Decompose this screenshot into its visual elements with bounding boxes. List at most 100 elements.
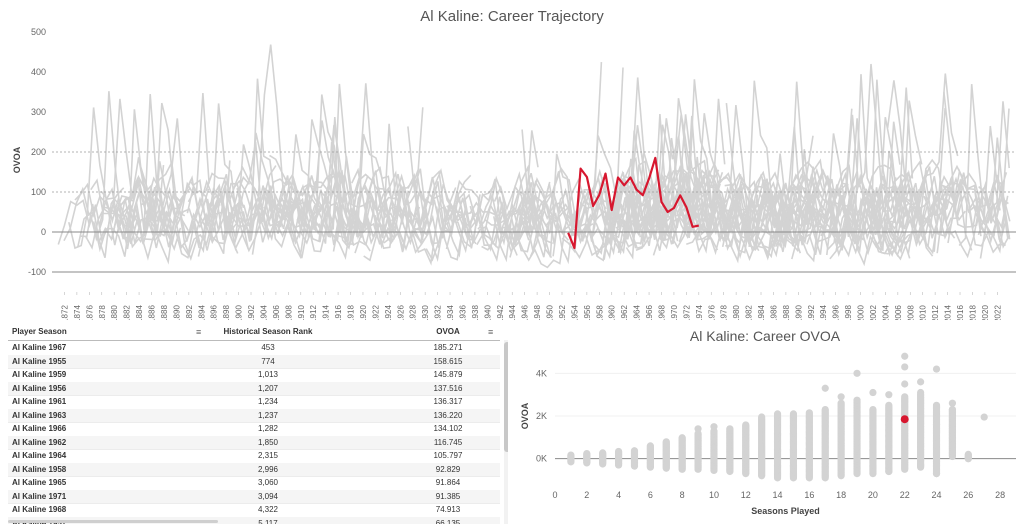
table-row[interactable]: Al Kaline 1968 4,322 74.913 bbox=[8, 503, 500, 518]
scatter-point bbox=[758, 419, 766, 427]
scatter-point bbox=[821, 466, 829, 474]
scatter-point bbox=[853, 446, 861, 454]
table-row[interactable]: Al Kaline 1959 1,013 145.879 bbox=[8, 368, 500, 383]
scatter-point bbox=[932, 449, 941, 457]
trajectory-chart[interactable]: 500 400 300 200 100 0 -100 OVOA 1872 1874 1876 1878… bbox=[0, 0, 1024, 320]
scatter-point bbox=[948, 435, 957, 444]
table-row[interactable]: Al Kaline 1971 3,094 91.385 bbox=[8, 489, 500, 504]
scatter-point bbox=[789, 472, 798, 480]
scatter-point bbox=[614, 459, 623, 467]
scatter-point bbox=[710, 459, 718, 468]
scatter-x-tick-label: 8 bbox=[680, 490, 685, 500]
scatter-point bbox=[599, 449, 607, 457]
scatter-point bbox=[789, 446, 798, 454]
scatter-point bbox=[853, 420, 861, 428]
scatter-point bbox=[821, 429, 829, 438]
scatter-point bbox=[869, 442, 877, 450]
scatter-point bbox=[837, 446, 845, 454]
sort-icon[interactable]: ≡ bbox=[488, 327, 494, 337]
x-tick-label: 1950 bbox=[546, 305, 555, 320]
scatter-point bbox=[773, 418, 782, 426]
header-ovoa[interactable]: OVOA bbox=[436, 327, 460, 336]
scatter-point bbox=[917, 459, 925, 468]
scatter-point bbox=[630, 459, 639, 467]
career-line bbox=[363, 179, 427, 262]
scatter-point bbox=[726, 454, 734, 462]
scatter-point bbox=[901, 411, 909, 419]
scatter-point bbox=[837, 450, 845, 458]
scatter-point bbox=[837, 410, 845, 418]
scatter-point bbox=[917, 403, 925, 411]
scatter-point bbox=[694, 463, 702, 471]
career-line bbox=[181, 175, 301, 257]
scatter-point bbox=[773, 431, 782, 439]
scatter-point bbox=[821, 412, 829, 421]
header-player-season[interactable]: Player Season bbox=[12, 327, 67, 336]
scatter-point bbox=[932, 409, 941, 417]
scatter-point bbox=[678, 442, 686, 450]
scatter-point bbox=[853, 438, 861, 447]
scatter-point bbox=[789, 427, 798, 435]
scatter-point bbox=[869, 428, 877, 436]
scatter-point bbox=[758, 441, 766, 449]
scatter-point bbox=[980, 413, 988, 421]
scatter-point bbox=[694, 464, 702, 473]
scatter-point bbox=[869, 454, 877, 462]
player-season-table[interactable]: Player Season ≡ Historical Season Rank O… bbox=[8, 324, 508, 524]
scatter-point bbox=[789, 468, 798, 477]
scatter-point bbox=[837, 404, 845, 412]
table-row[interactable]: Al Kaline 1964 2,315 105.797 bbox=[8, 449, 500, 464]
scatter-point bbox=[758, 454, 766, 462]
career-line bbox=[943, 91, 1007, 254]
vertical-scrollbar-thumb[interactable] bbox=[504, 342, 508, 452]
historical-rank-cell: 1,013 bbox=[257, 370, 279, 379]
scatter-point bbox=[932, 443, 941, 452]
scatter-point bbox=[710, 423, 718, 431]
scatter-point bbox=[805, 444, 813, 452]
x-tick-label: 1882 bbox=[123, 305, 132, 320]
player-season-cell: Al Kaline 1966 bbox=[12, 424, 67, 433]
career-line bbox=[195, 188, 210, 235]
scatter-point bbox=[646, 455, 654, 463]
table-row[interactable]: Al Kaline 1958 2,996 92.829 bbox=[8, 462, 500, 477]
x-tick-label: 1928 bbox=[409, 305, 418, 320]
scatter-point bbox=[758, 463, 766, 471]
scatter-point bbox=[710, 451, 718, 459]
scatter-point bbox=[789, 473, 798, 481]
historical-rank-cell: 5,117 bbox=[258, 518, 278, 525]
scatter-point bbox=[853, 466, 861, 474]
table-row[interactable]: Al Kaline 1967 453 185.271 bbox=[8, 341, 500, 356]
table-row[interactable]: Al Kaline 1961 1,234 136.317 bbox=[8, 395, 500, 410]
sort-icon[interactable]: ≡ bbox=[196, 327, 202, 337]
header-historical-rank[interactable]: Historical Season Rank bbox=[223, 327, 313, 336]
scatter-point bbox=[678, 446, 686, 454]
horizontal-scrollbar[interactable] bbox=[8, 520, 218, 523]
x-tick-label: 2012 bbox=[931, 305, 940, 320]
table-row[interactable]: Al Kaline 1962 1,850 116.745 bbox=[8, 435, 500, 450]
scatter-point bbox=[789, 432, 798, 440]
scatter-point bbox=[805, 451, 813, 459]
table-row[interactable]: Al Kaline 1956 1,207 137.516 bbox=[8, 381, 500, 396]
x-tick-label: 1908 bbox=[284, 305, 293, 320]
scatter-point bbox=[837, 468, 845, 476]
ovoa-cell: 116.745 bbox=[433, 437, 463, 447]
table-row[interactable]: Al Kaline 1965 3,060 91.864 bbox=[8, 476, 500, 491]
scatter-point bbox=[678, 454, 686, 462]
scatter-point bbox=[789, 431, 798, 439]
table-row[interactable]: Al Kaline 1955 774 158.615 bbox=[8, 354, 500, 369]
table-row[interactable]: Al Kaline 1963 1,237 136.220 bbox=[8, 408, 500, 423]
scatter-point bbox=[773, 474, 782, 482]
table-row[interactable]: Al Kaline 1966 1,282 134.102 bbox=[8, 422, 500, 437]
y-tick-label: 300 bbox=[31, 107, 46, 117]
scatter-point bbox=[869, 423, 877, 431]
scatter-point bbox=[773, 419, 782, 428]
scatter-point bbox=[646, 442, 654, 450]
highlight-scatter-point bbox=[900, 415, 909, 424]
scatter-point bbox=[742, 468, 750, 476]
career-line bbox=[777, 81, 823, 245]
scatter-point bbox=[853, 400, 861, 408]
scatter-point bbox=[758, 413, 766, 421]
scatter-point bbox=[932, 451, 941, 459]
scatter-point bbox=[901, 436, 909, 444]
scatter-point bbox=[726, 453, 734, 461]
